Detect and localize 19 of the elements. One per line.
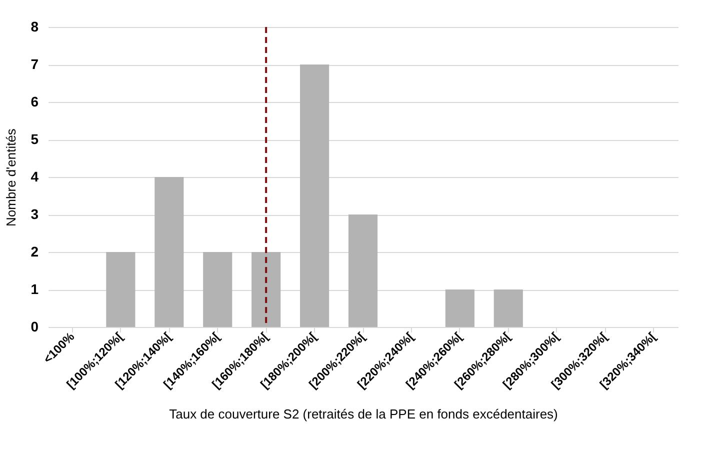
y-tick-label: 8 [30,18,39,34]
y-tick-label: 7 [30,56,39,72]
bar [154,177,184,327]
y-tick-label: 3 [30,206,39,222]
y-axis-title: Nombre d'entités [4,128,19,226]
bar [252,252,281,327]
y-tick-label: 2 [30,244,39,260]
bar [445,290,474,327]
bar [300,64,330,327]
y-tick-label: 1 [30,281,39,297]
bar [203,252,232,327]
y-tick-label: 6 [30,94,39,110]
x-axis-title: Taux de couverture S2 (retraités de la PPE en fonds excédentaires) [169,406,558,422]
y-tick-label: 0 [30,318,39,334]
bar [348,214,378,327]
y-tick-label: 4 [30,168,39,184]
bar [494,290,523,327]
bar [106,252,136,327]
y-tick-label: 5 [30,131,39,147]
